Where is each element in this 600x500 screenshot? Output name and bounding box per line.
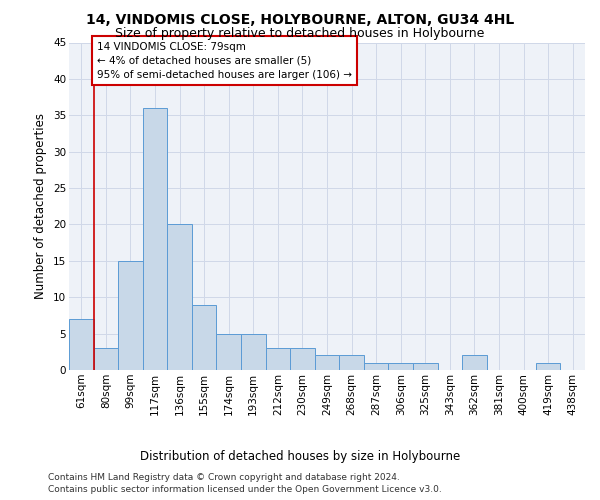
Text: Contains HM Land Registry data © Crown copyright and database right 2024.: Contains HM Land Registry data © Crown c… [48,472,400,482]
Bar [241,334,266,370]
Text: 14 VINDOMIS CLOSE: 79sqm
← 4% of detached houses are smaller (5)
95% of semi-det: 14 VINDOMIS CLOSE: 79sqm ← 4% of detache… [97,42,352,80]
Bar [217,334,241,370]
Bar [364,362,388,370]
Bar [266,348,290,370]
Bar [69,319,94,370]
Text: Size of property relative to detached houses in Holybourne: Size of property relative to detached ho… [115,28,485,40]
Text: Distribution of detached houses by size in Holybourne: Distribution of detached houses by size … [140,450,460,463]
Bar [536,362,560,370]
Text: Contains public sector information licensed under the Open Government Licence v3: Contains public sector information licen… [48,485,442,494]
Bar [388,362,413,370]
Text: 14, VINDOMIS CLOSE, HOLYBOURNE, ALTON, GU34 4HL: 14, VINDOMIS CLOSE, HOLYBOURNE, ALTON, G… [86,12,514,26]
Bar [192,304,217,370]
Bar [94,348,118,370]
Bar [339,356,364,370]
Y-axis label: Number of detached properties: Number of detached properties [34,114,47,299]
Bar [462,356,487,370]
Bar [413,362,437,370]
Bar [290,348,315,370]
Bar [118,261,143,370]
Bar [143,108,167,370]
Bar [167,224,192,370]
Bar [315,356,339,370]
